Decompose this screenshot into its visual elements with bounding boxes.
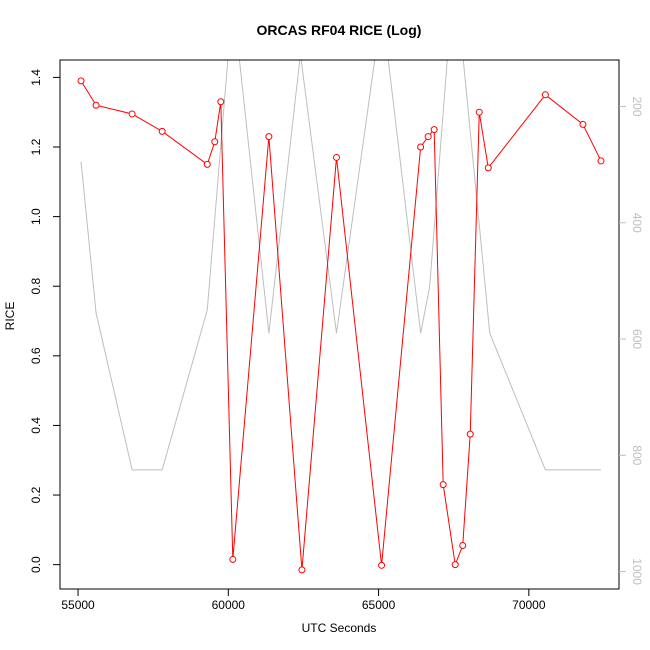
rice-data-point xyxy=(378,561,386,569)
rice-data-point xyxy=(439,481,447,489)
series-layer xyxy=(77,60,605,574)
rice-data-point xyxy=(229,555,237,563)
y-tick-label: 0.0 xyxy=(29,556,43,573)
rice-data-point xyxy=(417,143,425,151)
x-tick-label: 55000 xyxy=(61,598,95,612)
y-tick-label: 1.0 xyxy=(29,208,43,225)
rice-data-point xyxy=(217,98,225,106)
rice-data-point xyxy=(265,133,273,141)
rice-data-point xyxy=(475,108,483,116)
rice-data-point xyxy=(484,164,492,172)
rice-data-point xyxy=(92,101,100,109)
rice-data-point xyxy=(459,541,467,549)
y-tick-label: 0.8 xyxy=(29,278,43,295)
rice-data-point xyxy=(298,566,306,574)
secondary-series-line xyxy=(80,60,601,471)
y2-tick-label: 800 xyxy=(630,445,644,465)
x-axis: 55000 60000 65000 70000 xyxy=(61,589,546,612)
x-tick-label: 60000 xyxy=(212,598,246,612)
rice-data-point xyxy=(541,91,549,99)
y2-tick-label: 1000 xyxy=(630,558,644,585)
y-tick-label: 0.6 xyxy=(29,347,43,364)
y-axis-label: RICE xyxy=(3,302,17,331)
rice-data-point xyxy=(203,160,211,168)
rice-data-point xyxy=(211,138,219,146)
y2-tick-label: 600 xyxy=(630,329,644,349)
y2-axis: 200 400 600 800 1000 xyxy=(619,96,644,585)
x-tick-label: 65000 xyxy=(362,598,396,612)
rice-data-point xyxy=(466,430,474,438)
y-tick-label: 1.2 xyxy=(29,138,43,155)
rice-data-point xyxy=(158,127,166,135)
y-tick-label: 1.4 xyxy=(29,69,43,86)
rice-series-line xyxy=(80,80,602,570)
y2-tick-label: 200 xyxy=(630,96,644,116)
plot-frame xyxy=(59,59,620,590)
rice-data-point xyxy=(332,153,340,161)
rice-data-point xyxy=(77,77,85,85)
y-tick-label: 0.4 xyxy=(29,417,43,434)
rice-data-point xyxy=(451,561,459,569)
chart-title: ORCAS RF04 RICE (Log) xyxy=(257,22,422,38)
y-axis: 0.0 0.2 0.4 0.6 0.8 1.0 1.2 1.4 xyxy=(29,69,60,573)
x-tick-label: 70000 xyxy=(512,598,546,612)
y2-tick-label: 400 xyxy=(630,213,644,233)
rice-data-point xyxy=(128,110,136,118)
x-axis-label: UTC Seconds xyxy=(302,621,377,635)
y-tick-label: 0.2 xyxy=(29,486,43,503)
rice-data-point xyxy=(430,126,438,134)
rice-data-point xyxy=(579,120,587,128)
rice-data-point xyxy=(597,157,605,165)
rice-data-point xyxy=(424,133,432,141)
